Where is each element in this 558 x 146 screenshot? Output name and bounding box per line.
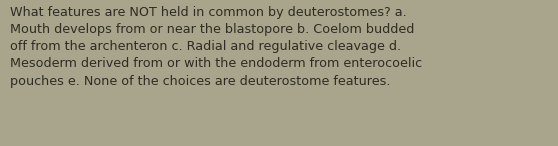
Text: What features are NOT held in common by deuterostomes? a.
Mouth develops from or: What features are NOT held in common by …: [10, 6, 422, 88]
